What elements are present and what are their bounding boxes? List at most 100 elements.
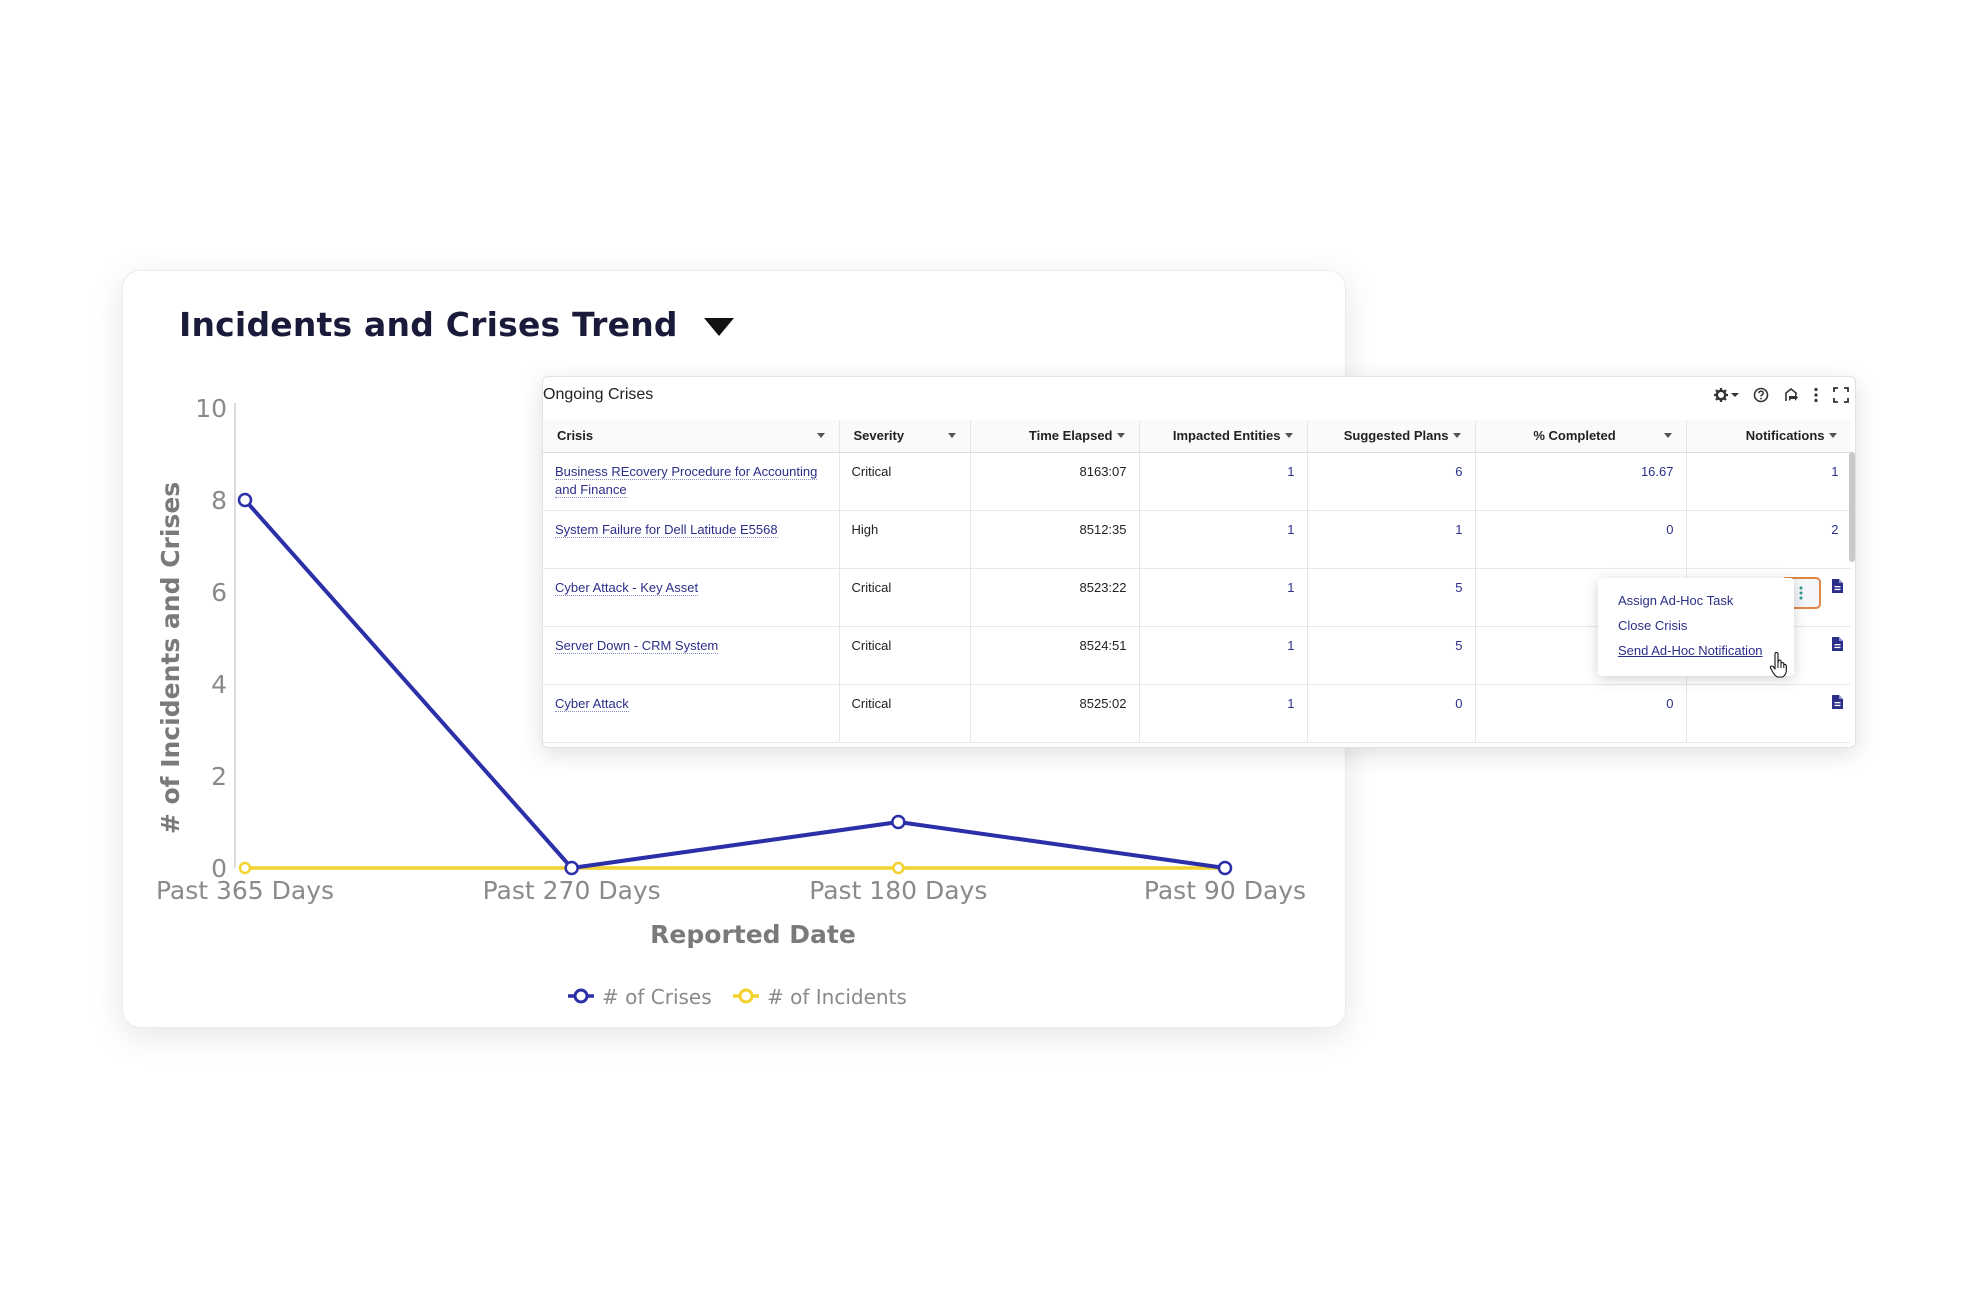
series-line (243, 498, 1226, 870)
impacted-entities-cell: 1 (1139, 684, 1308, 743)
column-header-crisis[interactable]: Crisis (543, 420, 840, 453)
column-menu-icon[interactable] (1663, 433, 1672, 438)
column-menu-icon[interactable] (1284, 433, 1293, 438)
completed-cell: 0 (1475, 510, 1687, 569)
notifications-cell: 2 (1686, 510, 1851, 569)
legend-label: # of Crises (602, 985, 712, 1009)
more-icon[interactable] (1813, 387, 1819, 403)
table-row: Business REcovery Procedure for Accounti… (543, 452, 1851, 511)
column-header-completed[interactable]: % Completed (1475, 420, 1687, 453)
trend-title-row: Incidents and Crises Trend (179, 305, 734, 344)
trend-line-chart: 0 2 4 6 8 10 Past 365 Days Past 270 Days Past 18… (156, 394, 1306, 1009)
y-tick-label: 10 (195, 394, 227, 423)
column-label: Suggested Plans (1343, 428, 1449, 444)
impacted-entities-cell: 1 (1139, 626, 1308, 685)
data-point (238, 861, 252, 875)
suggested-plans-cell: 1 (1307, 510, 1476, 569)
column-menu-icon[interactable] (1828, 433, 1837, 438)
x-tick-label: Past 270 Days (483, 876, 661, 905)
column-header-suggested-plans[interactable]: Suggested Plans (1307, 420, 1476, 453)
y-tick-label: 4 (211, 670, 227, 699)
crises-table: Crisis Severity Time Elapsed Impacted En… (543, 420, 1851, 743)
crisis-link[interactable]: Cyber Attack - Key Asset (555, 579, 699, 596)
column-header-impacted-entities[interactable]: Impacted Entities (1139, 420, 1308, 453)
severity-cell: Critical (839, 568, 971, 627)
severity-cell: Critical (839, 626, 971, 685)
document-icon[interactable] (1831, 578, 1843, 598)
menu-item-assign-ad-hoc-task[interactable]: Assign Ad-Hoc Task (1618, 593, 1734, 608)
crisis-cell: System Failure for Dell Latitude E5568 (543, 510, 840, 569)
crisis-link[interactable]: Business REcovery Procedure for Accounti… (555, 463, 818, 498)
column-header-time-elapsed[interactable]: Time Elapsed (970, 420, 1140, 453)
column-header-notifications[interactable]: Notifications (1686, 420, 1851, 453)
data-point (564, 860, 579, 876)
hand-cursor-icon (1769, 652, 1787, 678)
row-context-menu: Assign Ad-Hoc Task Close Crisis Send Ad-… (1598, 578, 1794, 676)
expand-icon[interactable] (1833, 387, 1849, 403)
crises-table-wrap: Crisis Severity Time Elapsed Impacted En… (543, 420, 1851, 749)
document-icon[interactable] (1831, 636, 1843, 656)
impacted-entities-cell: 1 (1139, 568, 1308, 627)
table-row: Server Down - CRM System Critical 8524:5… (543, 626, 1851, 685)
document-icon[interactable] (1831, 694, 1843, 714)
table-row: System Failure for Dell Latitude E5568 H… (543, 510, 1851, 569)
data-point (891, 814, 906, 830)
help-icon[interactable] (1753, 387, 1769, 403)
legend-swatch-marker (573, 988, 589, 1004)
crisis-cell: Server Down - CRM System (543, 626, 840, 685)
suggested-plans-cell: 5 (1307, 626, 1476, 685)
column-label: % Completed (1533, 428, 1616, 444)
y-tick-label: 2 (211, 762, 227, 791)
notifications-cell (1686, 684, 1851, 743)
crisis-link[interactable]: Cyber Attack (555, 695, 629, 712)
gear-icon[interactable] (1713, 387, 1739, 403)
time-elapsed-cell: 8512:35 (970, 510, 1140, 569)
crisis-cell: Cyber Attack (543, 684, 840, 743)
crisis-cell: Cyber Attack - Key Asset (543, 568, 840, 627)
legend-swatch-marker (738, 988, 754, 1004)
impacted-entities-cell: 1 (1139, 452, 1308, 511)
ongoing-crises-panel: Ongoing Crises (542, 376, 1856, 748)
column-header-severity[interactable]: Severity (839, 420, 971, 453)
column-menu-icon[interactable] (816, 433, 825, 438)
severity-cell: High (839, 510, 971, 569)
chart-title: Incidents and Crises Trend (179, 305, 678, 344)
data-point (892, 861, 905, 875)
column-menu-icon[interactable] (1116, 433, 1125, 438)
column-label: Impacted Entities (1172, 428, 1281, 444)
x-tick-label: Past 365 Days (156, 876, 334, 905)
x-tick-label: Past 90 Days (1144, 876, 1306, 905)
notifications-cell: 1 (1686, 452, 1851, 511)
x-tick-label: Past 180 Days (809, 876, 987, 905)
table-header-row: Crisis Severity Time Elapsed Impacted En… (543, 420, 1851, 453)
column-label: Notifications (1745, 428, 1825, 444)
legend-label: # of Incidents (767, 985, 907, 1009)
severity-cell: Critical (839, 452, 971, 511)
panel-header: Ongoing Crises (543, 377, 1855, 417)
y-tick-label: 8 (211, 486, 227, 515)
time-elapsed-cell: 8525:02 (970, 684, 1140, 743)
column-menu-icon[interactable] (1452, 433, 1461, 438)
crisis-link[interactable]: Server Down - CRM System (555, 637, 719, 654)
chart-options-dropdown-icon[interactable] (703, 317, 734, 336)
share-icon[interactable] (1783, 387, 1799, 403)
menu-item-close-crisis[interactable]: Close Crisis (1618, 618, 1688, 633)
crisis-cell: Business REcovery Procedure for Accounti… (543, 452, 840, 511)
x-axis-title: Reported Date (650, 920, 856, 949)
completed-cell: 16.67 (1475, 452, 1687, 511)
table-scrollbar[interactable] (1849, 452, 1855, 562)
table-row: Cyber Attack Critical 8525:02 1 0 0 (543, 684, 1851, 743)
panel-title: Ongoing Crises (543, 386, 654, 403)
suggested-plans-cell: 6 (1307, 452, 1476, 511)
y-tick-label: 6 (211, 578, 227, 607)
menu-item-send-ad-hoc-notification[interactable]: Send Ad-Hoc Notification (1618, 643, 1763, 658)
y-tick-label: 0 (211, 854, 227, 883)
crisis-link[interactable]: System Failure for Dell Latitude E5568 (555, 521, 778, 538)
suggested-plans-cell: 5 (1307, 568, 1476, 627)
suggested-plans-cell: 0 (1307, 684, 1476, 743)
data-point (237, 492, 253, 508)
column-menu-icon[interactable] (947, 433, 956, 438)
column-label: Crisis (557, 428, 594, 444)
severity-cell: Critical (839, 684, 971, 743)
column-label: Time Elapsed (1028, 428, 1113, 444)
